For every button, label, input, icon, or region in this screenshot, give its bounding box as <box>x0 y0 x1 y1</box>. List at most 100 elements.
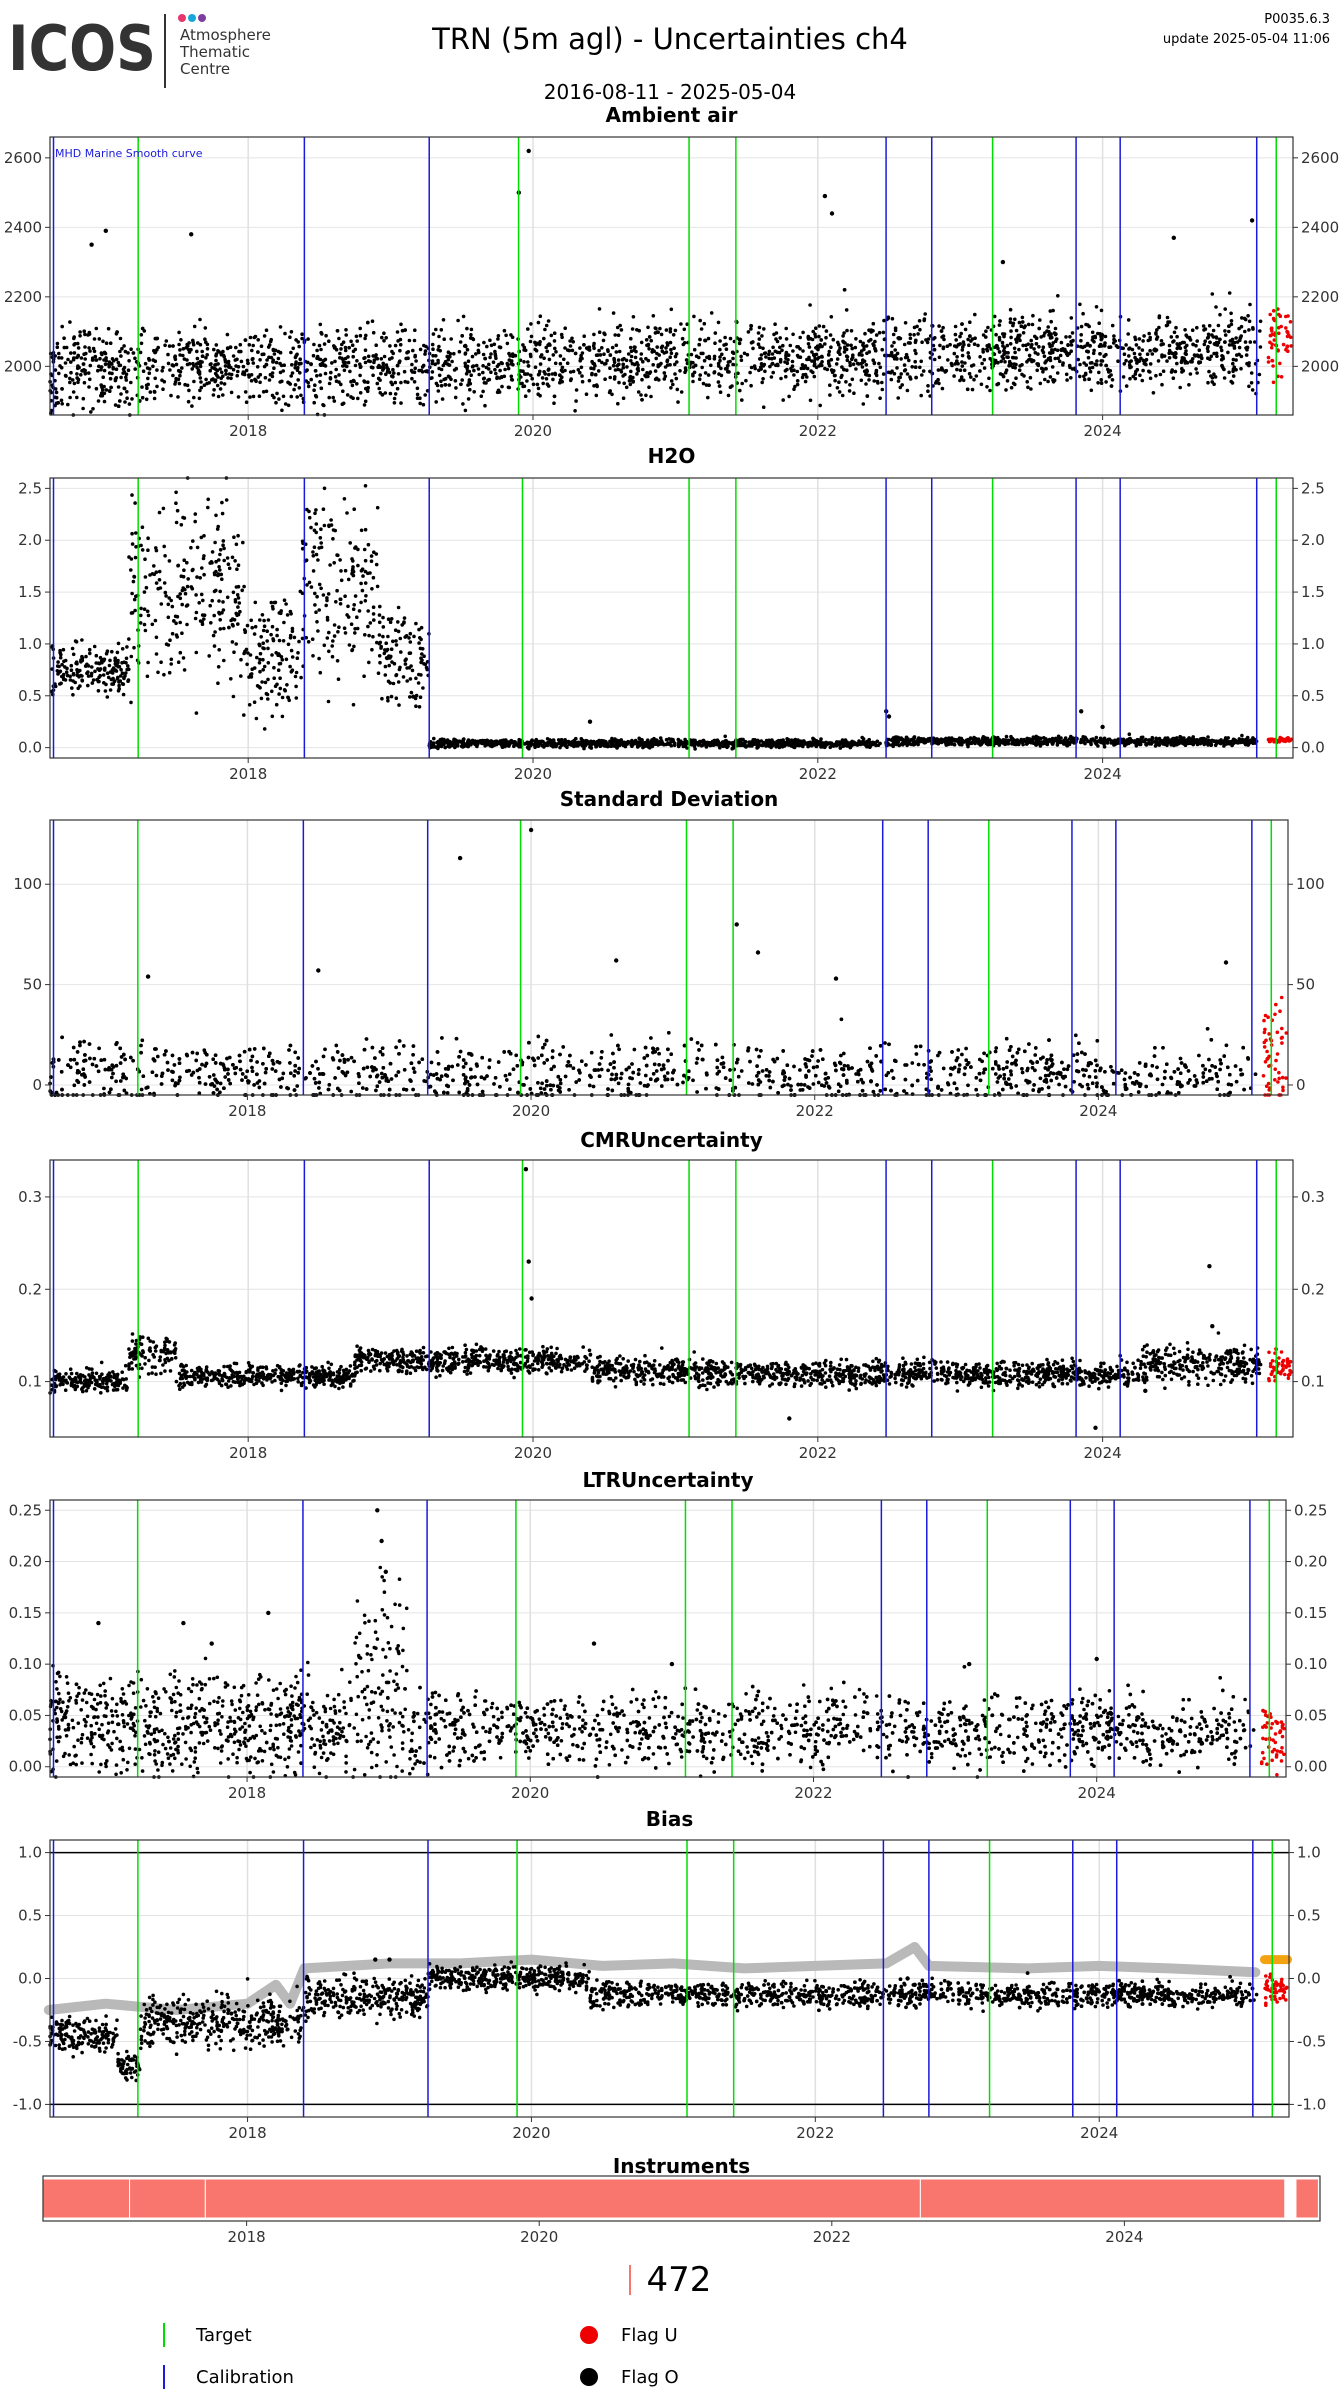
data-point <box>97 399 101 403</box>
data-point <box>619 369 623 373</box>
data-point <box>1127 354 1131 358</box>
data-point <box>638 744 642 748</box>
data-point <box>835 362 839 366</box>
data-point <box>1124 343 1128 347</box>
data-point <box>213 630 217 634</box>
data-point <box>389 620 393 624</box>
data-point <box>227 360 231 364</box>
data-point <box>74 662 78 666</box>
data-point <box>416 393 420 397</box>
data-point <box>771 371 775 375</box>
data-point <box>245 369 249 373</box>
data-point <box>986 326 990 330</box>
data-point <box>761 347 765 351</box>
data-point <box>1211 292 1215 296</box>
data-point <box>919 394 923 398</box>
data-point <box>436 361 440 365</box>
data-point <box>404 357 408 361</box>
data-point <box>504 334 508 338</box>
data-point <box>355 615 359 619</box>
data-point <box>117 684 121 688</box>
data-point <box>283 332 287 336</box>
data-point <box>1052 378 1056 382</box>
data-point <box>654 331 658 335</box>
data-point <box>189 546 193 550</box>
data-point <box>918 366 922 370</box>
data-point <box>413 367 417 371</box>
data-point <box>103 400 107 404</box>
data-point <box>445 741 449 745</box>
data-point <box>1078 375 1082 379</box>
data-point <box>63 346 67 350</box>
data-point <box>364 599 368 603</box>
data-point <box>323 342 327 346</box>
data-point <box>158 578 162 582</box>
data-point <box>216 349 220 353</box>
data-point <box>413 380 417 384</box>
data-point <box>133 575 137 579</box>
data-point <box>1184 352 1188 356</box>
data-point <box>1124 359 1128 363</box>
data-point <box>1123 362 1127 366</box>
data-point <box>408 651 412 655</box>
data-point <box>92 678 96 682</box>
data-point <box>212 634 216 638</box>
data-point <box>571 349 575 353</box>
data-point <box>80 356 84 360</box>
data-point <box>68 381 72 385</box>
data-point <box>580 737 584 741</box>
data-point <box>1013 366 1017 370</box>
data-point <box>413 328 417 332</box>
data-point <box>846 343 850 347</box>
data-point <box>366 625 370 629</box>
data-point <box>319 331 323 335</box>
data-point <box>608 376 612 380</box>
data-point <box>361 589 365 593</box>
data-point <box>99 368 103 372</box>
data-point <box>698 373 702 377</box>
data-point <box>403 635 407 639</box>
data-point <box>329 376 333 380</box>
data-point <box>163 344 167 348</box>
data-point <box>845 329 849 333</box>
data-point <box>199 380 203 384</box>
data-point <box>403 616 407 620</box>
data-point <box>514 354 518 358</box>
data-point-outlier <box>104 229 108 233</box>
data-point <box>394 344 398 348</box>
data-point <box>580 357 584 361</box>
data-point <box>264 376 268 380</box>
data-point <box>299 394 303 398</box>
data-point <box>222 659 226 663</box>
data-point <box>1043 378 1047 382</box>
data-point <box>673 744 677 748</box>
data-point <box>778 336 782 340</box>
data-point <box>781 398 785 402</box>
data-point <box>942 347 946 351</box>
data-point <box>774 364 778 368</box>
data-point <box>1071 339 1075 343</box>
data-point <box>841 340 845 344</box>
data-point <box>198 389 202 393</box>
data-point <box>1079 333 1083 337</box>
data-point <box>286 613 290 617</box>
data-point <box>867 328 871 332</box>
data-point <box>155 385 159 389</box>
data-point <box>724 745 728 749</box>
data-point <box>613 377 617 381</box>
data-point <box>509 333 513 337</box>
data-point <box>590 372 594 376</box>
data-point <box>960 322 964 326</box>
data-point <box>1231 338 1235 342</box>
x-tick-label: 2020 <box>514 422 552 440</box>
data-point <box>569 377 573 381</box>
data-point <box>1137 359 1141 363</box>
data-point <box>866 394 870 398</box>
data-point <box>109 386 113 390</box>
data-point <box>291 371 295 375</box>
data-point <box>1240 355 1244 359</box>
data-point <box>222 559 226 563</box>
data-point <box>785 337 789 341</box>
data-point <box>300 332 304 336</box>
data-point <box>363 548 367 552</box>
